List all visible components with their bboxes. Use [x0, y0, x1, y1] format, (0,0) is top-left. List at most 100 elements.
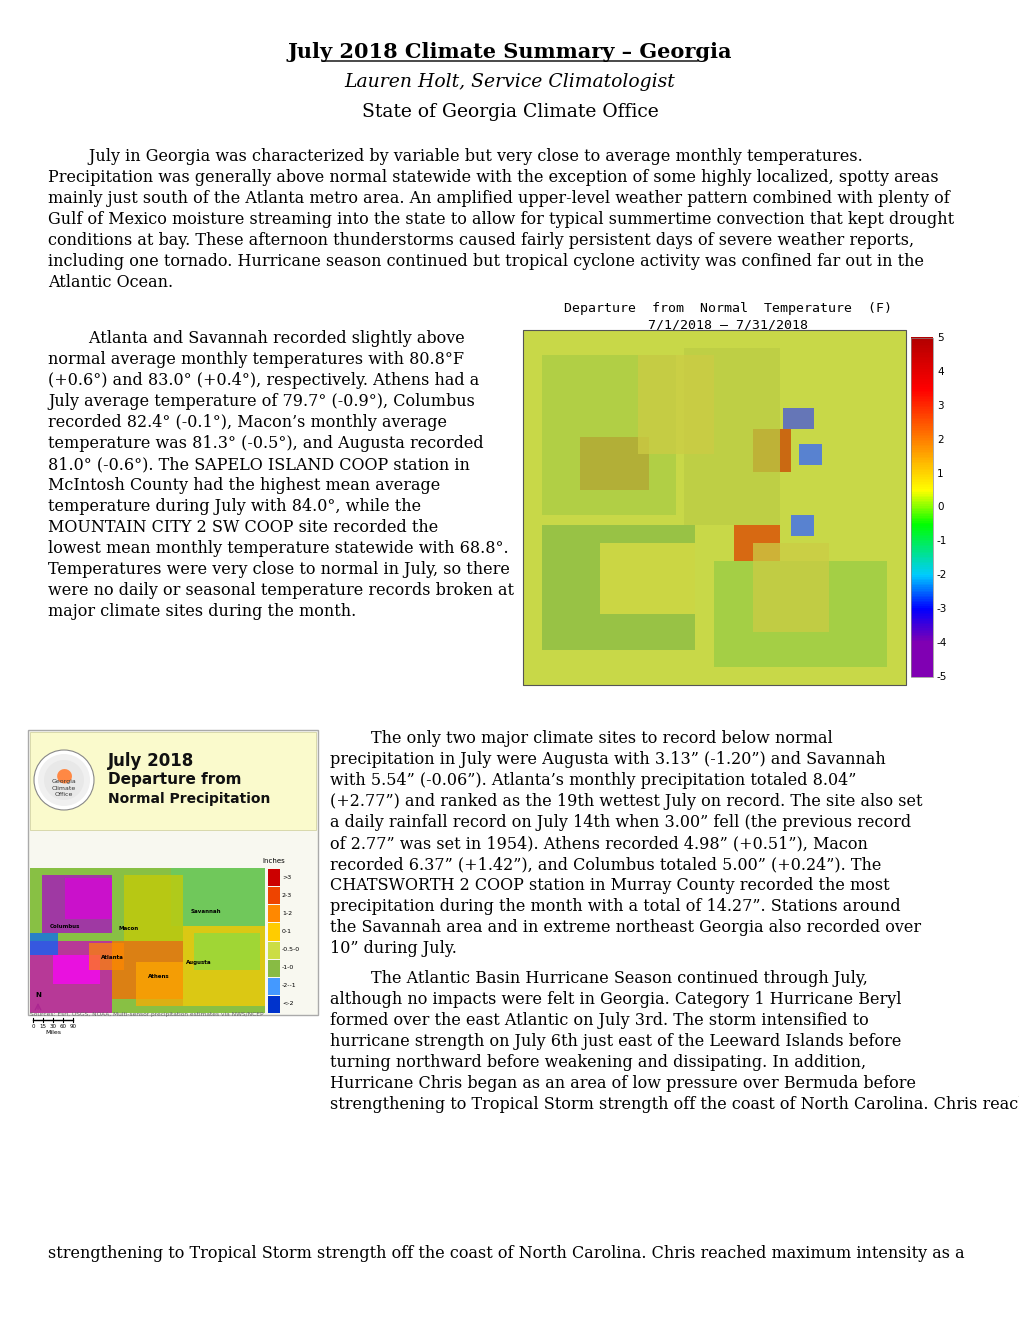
Text: 1: 1 — [936, 469, 943, 479]
Bar — [268, 924, 280, 940]
Bar — [910, 549, 932, 552]
Bar — [910, 582, 932, 583]
Bar — [910, 475, 932, 477]
Bar — [910, 338, 932, 339]
Bar — [910, 500, 932, 503]
Text: Departure from: Departure from — [108, 772, 242, 787]
Bar — [910, 483, 932, 486]
Bar — [599, 543, 695, 614]
Bar — [910, 504, 932, 506]
Bar — [910, 539, 932, 541]
Bar — [910, 459, 932, 462]
Bar — [65, 878, 112, 919]
Bar — [910, 586, 932, 589]
Text: -0.5-0: -0.5-0 — [281, 946, 300, 952]
Bar — [713, 561, 886, 667]
Text: 30: 30 — [50, 1024, 56, 1030]
Text: 90: 90 — [69, 1024, 76, 1030]
Bar — [910, 499, 932, 500]
Bar — [910, 461, 932, 463]
Bar — [910, 512, 932, 515]
Bar — [30, 940, 112, 1012]
Circle shape — [34, 750, 94, 810]
Bar — [910, 602, 932, 605]
Bar — [910, 466, 932, 469]
Bar — [910, 630, 932, 631]
Bar — [910, 453, 932, 455]
Bar — [910, 429, 932, 432]
Text: turning northward before weakening and dissipating. In addition,: turning northward before weakening and d… — [330, 1053, 865, 1071]
Bar — [910, 405, 932, 408]
Bar — [910, 601, 932, 602]
Text: 60: 60 — [59, 1024, 66, 1030]
Bar — [910, 469, 932, 470]
Bar — [910, 615, 932, 618]
Bar — [683, 347, 779, 525]
Bar — [910, 656, 932, 659]
Bar — [910, 667, 932, 668]
Bar — [268, 906, 280, 923]
Bar — [910, 436, 932, 438]
Text: temperature during July with 84.0°, while the: temperature during July with 84.0°, whil… — [48, 498, 421, 515]
Text: including one tornado. Hurricane season continued but tropical cyclone activity : including one tornado. Hurricane season … — [48, 253, 923, 271]
Bar — [910, 465, 932, 467]
Bar — [910, 612, 932, 614]
Bar — [910, 451, 932, 453]
Text: although no impacts were felt in Georgia. Category 1 Hurricane Beryl: although no impacts were felt in Georgia… — [330, 991, 901, 1008]
Text: 4: 4 — [936, 367, 943, 378]
Bar — [910, 446, 932, 449]
Text: the Savannah area and in extreme northeast Georgia also recorded over: the Savannah area and in extreme northea… — [330, 919, 920, 936]
Bar — [910, 368, 932, 370]
Bar — [910, 657, 932, 660]
Bar — [910, 393, 932, 396]
Bar — [124, 875, 182, 940]
Text: July in Georgia was characterized by variable but very close to average monthly : July in Georgia was characterized by var… — [48, 148, 862, 165]
Bar — [910, 661, 932, 664]
Bar — [910, 562, 932, 565]
Bar — [910, 458, 932, 461]
Text: Inches: Inches — [262, 858, 285, 865]
Bar — [910, 524, 932, 527]
Bar — [910, 383, 932, 385]
Bar — [910, 620, 932, 623]
Bar — [910, 494, 932, 495]
Bar — [53, 954, 101, 983]
Bar — [910, 397, 932, 399]
Bar — [910, 355, 932, 356]
Bar — [910, 572, 932, 574]
Bar — [910, 649, 932, 652]
Bar — [910, 421, 932, 422]
Bar — [910, 411, 932, 413]
Bar — [910, 371, 932, 374]
Bar — [910, 556, 932, 558]
Bar — [910, 507, 932, 510]
Bar — [910, 634, 932, 636]
Text: hurricane strength on July 6th just east of the Leeward Islands before: hurricane strength on July 6th just east… — [330, 1034, 901, 1049]
Bar — [30, 869, 265, 1012]
Bar — [910, 376, 932, 379]
Bar — [910, 428, 932, 429]
Text: 15: 15 — [40, 1024, 47, 1030]
Bar — [910, 454, 932, 457]
Text: 1-2: 1-2 — [281, 911, 291, 916]
Bar — [523, 330, 905, 685]
Bar — [910, 441, 932, 444]
Text: McIntosh County had the highest mean average: McIntosh County had the highest mean ave… — [48, 477, 440, 494]
Bar — [42, 875, 112, 933]
Bar — [910, 519, 932, 521]
Bar — [910, 358, 932, 360]
Bar — [910, 490, 932, 492]
Bar — [910, 473, 932, 475]
Bar — [542, 525, 695, 649]
Bar — [910, 653, 932, 655]
Text: 7/1/2018 – 7/31/2018: 7/1/2018 – 7/31/2018 — [647, 318, 807, 331]
Bar — [752, 429, 791, 473]
Text: 5: 5 — [936, 333, 943, 343]
Bar — [910, 477, 932, 479]
Bar — [910, 520, 932, 523]
Text: 2: 2 — [936, 434, 943, 445]
Bar — [910, 445, 932, 446]
Bar — [910, 619, 932, 622]
Bar — [910, 440, 932, 441]
Bar — [910, 553, 932, 554]
